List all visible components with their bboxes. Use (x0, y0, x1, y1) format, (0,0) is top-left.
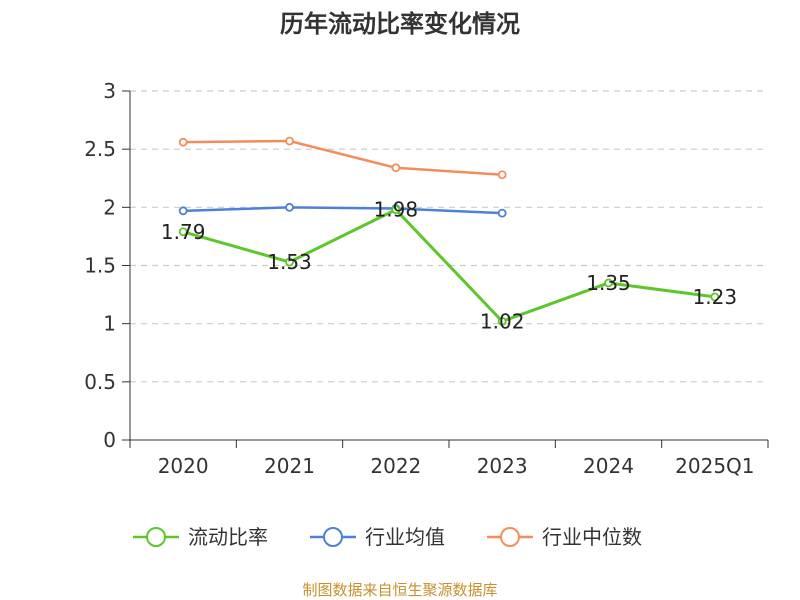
legend-marker-0 (146, 527, 166, 547)
series-point-1 (497, 208, 507, 218)
y-tick-label: 3 (103, 79, 116, 103)
y-tick-label: 2.5 (84, 137, 116, 161)
data-labels: 1.79 1.53 1.98 1.02 1.35 1.23 (161, 198, 737, 334)
series-point-0 (285, 257, 294, 267)
series-point-2 (391, 163, 401, 173)
legend-label-0: 流动比率 (188, 525, 268, 549)
y-tick-label: 0 (103, 428, 116, 452)
series-line-0 (182, 208, 716, 323)
x-tick-label: 2024 (583, 454, 634, 478)
series-point-0 (497, 316, 507, 326)
series-point-1 (178, 206, 188, 216)
legend: 流动比率 行业均值 行业中位数 (133, 525, 642, 549)
legend-label-1: 行业均值 (365, 525, 445, 549)
x-tick-label: 2021 (264, 454, 315, 478)
grid (130, 90, 768, 383)
series-point-0 (391, 205, 401, 215)
data-label: 1.79 (161, 220, 206, 244)
y-tick-label: 0.5 (84, 370, 116, 394)
y-tick-label: 1.5 (84, 254, 116, 278)
legend-marker-1 (323, 527, 343, 547)
y-tick-label: 2 (103, 195, 116, 219)
series-point-2 (497, 170, 507, 180)
legend-marker-2 (500, 527, 520, 547)
series-point-0 (604, 278, 613, 288)
data-label: 1.02 (480, 309, 525, 333)
x-tick-label: 2020 (158, 454, 209, 478)
x-tick-label: 2025Q1 (675, 454, 754, 478)
y-tick-label: 1 (103, 312, 116, 336)
series-line-1 (183, 206, 503, 215)
x-tick-label: 2023 (477, 454, 528, 478)
series-point-1 (285, 202, 294, 212)
x-tick-label: 2022 (370, 454, 421, 478)
series-point-0 (178, 227, 188, 237)
data-label: 1.23 (693, 285, 738, 309)
chart-title: 历年流动比率变化情况 (280, 10, 520, 38)
series-point-2 (178, 137, 188, 147)
data-label: 1.53 (267, 250, 312, 274)
data-label: 1.35 (586, 271, 631, 295)
series-point-2 (285, 136, 294, 146)
series-line-2 (183, 139, 503, 177)
series-layer (178, 136, 720, 326)
data-label: 1.98 (374, 198, 419, 222)
series-point-0 (710, 292, 720, 302)
legend-label-2: 行业中位数 (542, 525, 642, 549)
source-note: 制图数据来自恒生聚源数据库 (302, 581, 497, 599)
axes: 0 0.5 1 1.5 2 2.5 3 2020 2021 2022 2023 2024 2025Q1 (84, 79, 769, 478)
